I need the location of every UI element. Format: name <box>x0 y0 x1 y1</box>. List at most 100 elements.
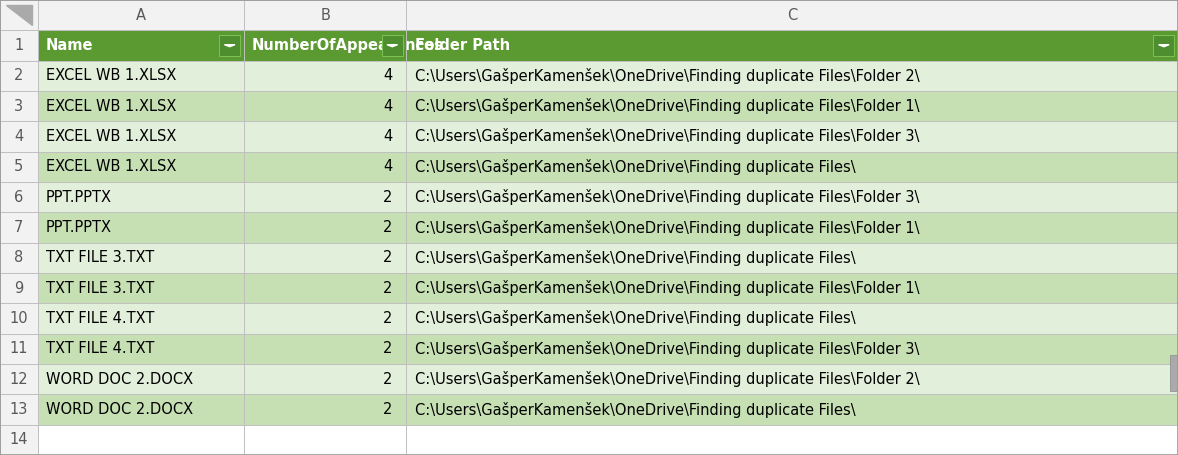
Text: 9: 9 <box>14 281 24 296</box>
Polygon shape <box>1159 45 1169 47</box>
Text: 2: 2 <box>383 281 392 296</box>
Text: TXT FILE 3.TXT: TXT FILE 3.TXT <box>46 281 154 296</box>
Text: 2: 2 <box>383 402 392 417</box>
Polygon shape <box>224 45 236 47</box>
Text: C:\Users\GašperKamenšek\OneDrive\Finding duplicate Files\: C:\Users\GašperKamenšek\OneDrive\Finding… <box>415 310 855 327</box>
Text: Folder Path: Folder Path <box>415 38 510 53</box>
Bar <box>38 243 244 273</box>
Bar <box>244 121 406 152</box>
Text: 2: 2 <box>383 311 392 326</box>
Bar <box>406 334 1178 364</box>
Bar <box>406 394 1178 425</box>
Text: 4: 4 <box>383 159 392 174</box>
Bar <box>38 364 244 394</box>
Bar <box>0 0 38 30</box>
Bar <box>382 35 403 56</box>
Bar <box>244 425 406 455</box>
Bar <box>0 425 38 455</box>
Text: 2: 2 <box>383 220 392 235</box>
Bar <box>244 0 406 30</box>
Bar <box>0 152 38 182</box>
Text: WORD DOC 2.DOCX: WORD DOC 2.DOCX <box>46 372 193 387</box>
Text: 10: 10 <box>9 311 28 326</box>
Text: 2: 2 <box>383 341 392 356</box>
Bar <box>0 394 38 425</box>
Text: C:\Users\GašperKamenšek\OneDrive\Finding duplicate Files\Folder 3\: C:\Users\GašperKamenšek\OneDrive\Finding… <box>415 341 919 357</box>
Text: 7: 7 <box>14 220 24 235</box>
Bar <box>244 364 406 394</box>
Bar <box>406 30 1178 61</box>
Bar <box>244 334 406 364</box>
Bar <box>406 91 1178 121</box>
Bar <box>0 212 38 243</box>
Text: C:\Users\GašperKamenšek\OneDrive\Finding duplicate Files\Folder 1\: C:\Users\GašperKamenšek\OneDrive\Finding… <box>415 98 919 114</box>
Bar <box>406 212 1178 243</box>
Bar <box>0 61 38 91</box>
Text: 2: 2 <box>14 68 24 83</box>
Bar <box>244 212 406 243</box>
Text: C:\Users\GašperKamenšek\OneDrive\Finding duplicate Files\: C:\Users\GašperKamenšek\OneDrive\Finding… <box>415 250 855 266</box>
Bar <box>38 0 244 30</box>
Text: 2: 2 <box>383 372 392 387</box>
Bar <box>38 394 244 425</box>
Text: 11: 11 <box>9 341 28 356</box>
Bar <box>244 394 406 425</box>
Bar <box>0 273 38 303</box>
Bar <box>38 425 244 455</box>
Bar <box>0 121 38 152</box>
Text: 3: 3 <box>14 99 24 114</box>
Bar <box>0 334 38 364</box>
Text: Name: Name <box>46 38 93 53</box>
Bar <box>38 182 244 212</box>
Text: C: C <box>787 8 798 23</box>
Bar <box>38 121 244 152</box>
Bar <box>406 273 1178 303</box>
Bar <box>38 61 244 91</box>
Bar <box>406 303 1178 334</box>
Text: NumberOfAppearances: NumberOfAppearances <box>252 38 444 53</box>
Bar <box>38 212 244 243</box>
Polygon shape <box>6 5 32 25</box>
Text: TXT FILE 4.TXT: TXT FILE 4.TXT <box>46 311 154 326</box>
Text: 2: 2 <box>383 190 392 205</box>
Bar <box>1170 355 1178 391</box>
Text: 1: 1 <box>14 38 24 53</box>
Text: C:\Users\GašperKamenšek\OneDrive\Finding duplicate Files\Folder 1\: C:\Users\GašperKamenšek\OneDrive\Finding… <box>415 219 919 236</box>
Bar <box>406 121 1178 152</box>
Text: C:\Users\GašperKamenšek\OneDrive\Finding duplicate Files\: C:\Users\GašperKamenšek\OneDrive\Finding… <box>415 159 855 175</box>
Bar <box>0 30 38 61</box>
Text: TXT FILE 4.TXT: TXT FILE 4.TXT <box>46 341 154 356</box>
Text: C:\Users\GašperKamenšek\OneDrive\Finding duplicate Files\Folder 1\: C:\Users\GašperKamenšek\OneDrive\Finding… <box>415 280 919 296</box>
Bar <box>38 30 244 61</box>
Bar <box>406 243 1178 273</box>
Bar <box>38 152 244 182</box>
Bar <box>406 364 1178 394</box>
Bar <box>38 91 244 121</box>
Text: EXCEL WB 1.XLSX: EXCEL WB 1.XLSX <box>46 129 177 144</box>
Bar <box>244 273 406 303</box>
Bar <box>244 91 406 121</box>
Bar <box>406 152 1178 182</box>
Text: 13: 13 <box>9 402 28 417</box>
Text: 4: 4 <box>383 129 392 144</box>
Text: C:\Users\GašperKamenšek\OneDrive\Finding duplicate Files\Folder 3\: C:\Users\GašperKamenšek\OneDrive\Finding… <box>415 128 919 145</box>
Text: 8: 8 <box>14 250 24 265</box>
Text: 4: 4 <box>14 129 24 144</box>
Bar <box>0 303 38 334</box>
Text: PPT.PPTX: PPT.PPTX <box>46 190 112 205</box>
Text: EXCEL WB 1.XLSX: EXCEL WB 1.XLSX <box>46 68 177 83</box>
Bar <box>244 61 406 91</box>
Text: EXCEL WB 1.XLSX: EXCEL WB 1.XLSX <box>46 99 177 114</box>
Text: 6: 6 <box>14 190 24 205</box>
Bar <box>406 0 1178 30</box>
Text: 4: 4 <box>383 68 392 83</box>
Bar <box>38 334 244 364</box>
Text: 12: 12 <box>9 372 28 387</box>
Bar <box>0 364 38 394</box>
Bar <box>38 303 244 334</box>
Text: C:\Users\GašperKamenšek\OneDrive\Finding duplicate Files\: C:\Users\GašperKamenšek\OneDrive\Finding… <box>415 401 855 418</box>
Bar <box>244 182 406 212</box>
Text: 2: 2 <box>383 250 392 265</box>
Text: EXCEL WB 1.XLSX: EXCEL WB 1.XLSX <box>46 159 177 174</box>
Bar <box>244 303 406 334</box>
